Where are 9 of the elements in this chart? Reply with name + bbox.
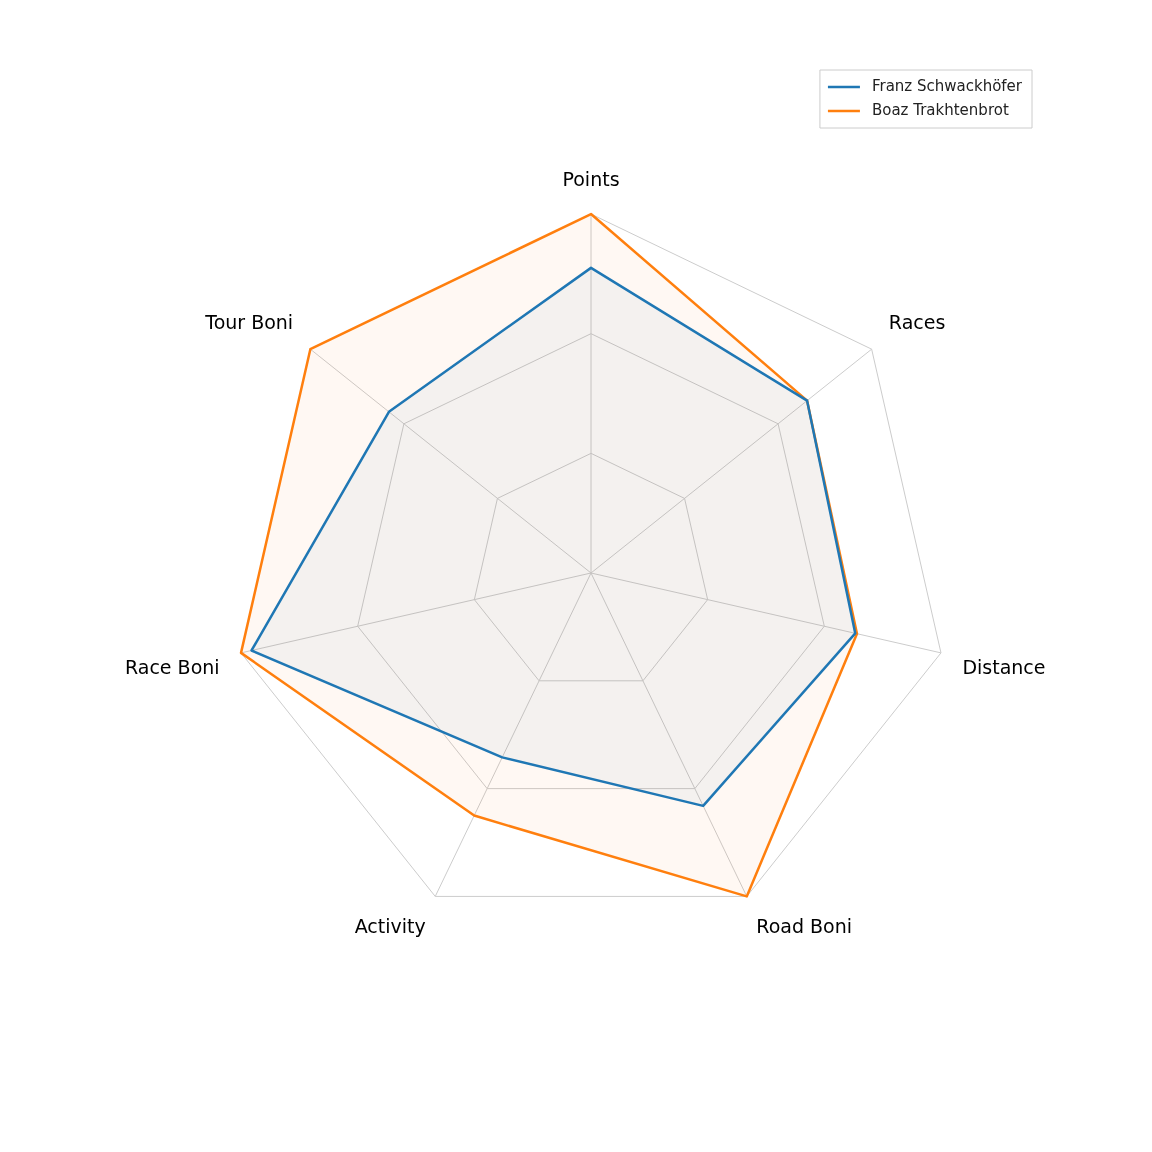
spoke-label: Races — [888, 311, 946, 334]
legend-label: Boaz Trakhtenbrot — [871, 100, 1009, 119]
spoke-label: Race Boni — [124, 656, 220, 679]
spoke-label: Tour Boni — [204, 311, 294, 334]
legend-label: Franz Schwackhöfer — [871, 76, 1023, 95]
spoke-label: Activity — [354, 914, 426, 937]
spoke-label: Distance — [962, 656, 1046, 679]
spoke-label: Points — [562, 167, 620, 190]
spoke-label: Road Boni — [756, 914, 852, 937]
